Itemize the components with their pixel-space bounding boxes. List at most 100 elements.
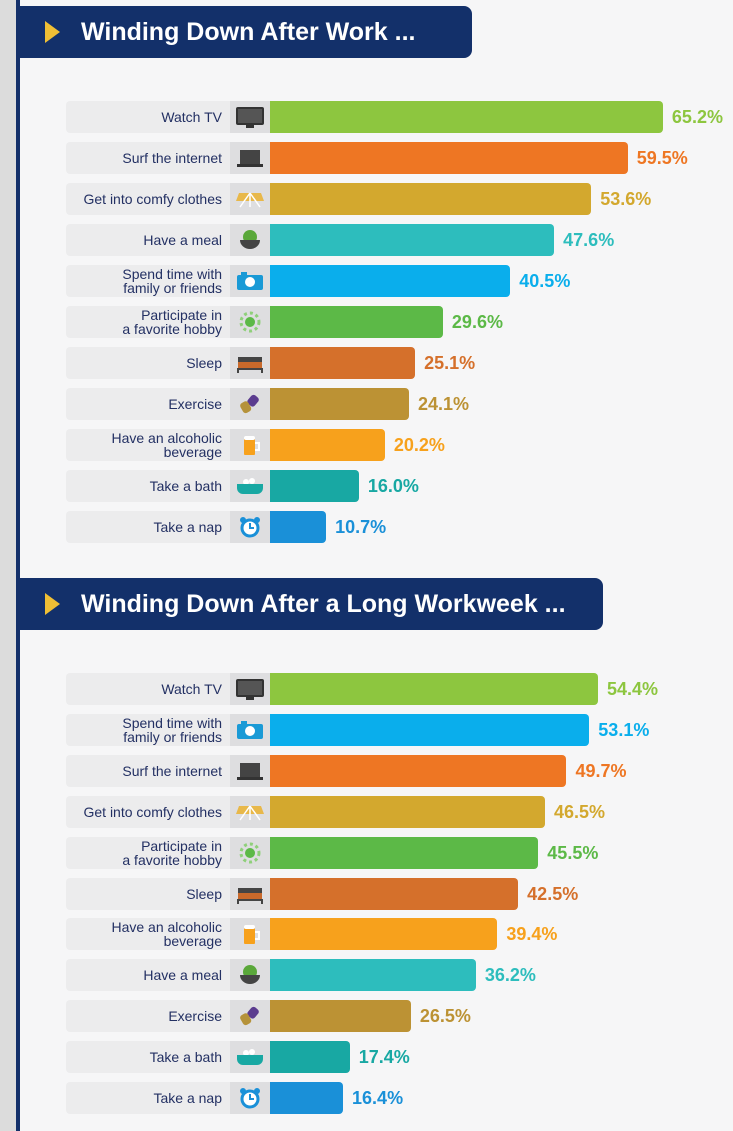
- bathtub-icon: [230, 1041, 270, 1074]
- category-label: Spend time with family or friends: [66, 713, 230, 746]
- laptop-icon: [230, 754, 270, 787]
- value-label: 16.0%: [367, 476, 419, 496]
- category-label-line: beverage: [163, 444, 222, 460]
- bar: [270, 795, 545, 828]
- bar: [270, 265, 511, 297]
- bar-row: Have a meal 36.2%: [66, 959, 726, 992]
- category-label-line: Have an alcoholic: [111, 430, 222, 446]
- bar-row: Have an alcoholic beverage 20.2%: [66, 429, 726, 461]
- category-label: Sleep: [66, 347, 230, 379]
- category-label-line: a favorite hobby: [122, 851, 222, 868]
- bar-row: Surf the internet 59.5%: [66, 142, 726, 174]
- category-label-line: Take a nap: [153, 1090, 223, 1106]
- value-label: 24.1%: [417, 394, 469, 414]
- category-label: Have an alcoholic beverage: [66, 918, 230, 951]
- category-label-line: Take a bath: [149, 478, 222, 494]
- bar: [270, 836, 539, 869]
- beer-icon: [230, 918, 270, 951]
- dumbbell-icon: [230, 1000, 270, 1033]
- bar: [270, 673, 599, 705]
- category-label: Watch TV: [66, 673, 230, 705]
- category-label-line: Take a bath: [149, 1049, 222, 1066]
- bar: [270, 347, 416, 379]
- bar-row: Surf the internet 49.7%: [66, 754, 726, 787]
- value-label: 10.7%: [335, 517, 387, 537]
- bar-row: Watch TV 65.2%: [66, 101, 726, 133]
- category-label: Take a nap: [66, 1082, 230, 1114]
- category-label: Exercise: [66, 388, 230, 420]
- value-label: 26.5%: [419, 1006, 471, 1027]
- bar: [270, 1000, 411, 1033]
- category-label-line: Spend time with: [122, 266, 222, 282]
- clothes-icon: [230, 795, 270, 828]
- bed-icon: [230, 877, 270, 910]
- category-label-line: Spend time with: [122, 714, 222, 731]
- bar-row: Have a meal 47.6%: [66, 224, 726, 256]
- category-label: Watch TV: [66, 101, 230, 133]
- bar: [270, 877, 519, 910]
- bar-row: Exercise 24.1%: [66, 388, 726, 420]
- category-label-line: Take a nap: [153, 519, 223, 535]
- bar-row: Sleep 25.1%: [66, 347, 726, 379]
- category-label-line: Get into comfy clothes: [83, 191, 222, 207]
- category-label-line: Have a meal: [143, 232, 222, 248]
- value-label: 29.6%: [451, 312, 503, 332]
- value-label: 46.5%: [554, 801, 606, 822]
- camera-icon: [230, 713, 270, 746]
- category-label-line: Watch TV: [161, 681, 222, 697]
- value-label: 53.6%: [600, 189, 652, 209]
- bed-icon: [230, 347, 270, 379]
- category-label-line: Surf the internet: [122, 150, 222, 166]
- category-label-line: family or friends: [123, 728, 222, 745]
- category-label-line: Participate in: [141, 837, 222, 854]
- category-label-line: Surf the internet: [122, 762, 222, 779]
- left-margin: [0, 0, 16, 1131]
- bar: [270, 511, 327, 543]
- bar-row: Get into comfy clothes 53.6%: [66, 183, 726, 215]
- bar: [270, 918, 498, 951]
- bar: [270, 754, 567, 787]
- category-label-line: Have a meal: [143, 967, 222, 984]
- bar-row: Spend time with family or friends 53.1%: [66, 713, 726, 746]
- bar: [270, 959, 476, 992]
- bar: [270, 1041, 350, 1074]
- bar: [270, 101, 663, 133]
- category-label-line: Get into comfy clothes: [83, 803, 222, 820]
- category-label: Take a nap: [66, 511, 230, 543]
- alarm-clock-icon: [230, 1082, 270, 1114]
- meal-icon: [230, 959, 270, 992]
- clothes-icon: [230, 183, 270, 215]
- chart-2-header: Winding Down After a Long Workweek ...: [20, 578, 603, 630]
- category-label: Sleep: [66, 877, 230, 910]
- camera-icon: [230, 265, 270, 297]
- bar: [270, 183, 592, 215]
- value-label: 36.2%: [484, 965, 536, 986]
- category-label: Participate in a favorite hobby: [66, 306, 230, 338]
- bar-row: Take a nap 10.7%: [66, 511, 726, 543]
- category-label: Exercise: [66, 1000, 230, 1033]
- value-label: 16.4%: [352, 1088, 404, 1108]
- tv-icon: [230, 101, 270, 133]
- value-label: 49.7%: [575, 760, 627, 781]
- tv-icon: [230, 673, 270, 705]
- bar-row: Get into comfy clothes 46.5%: [66, 795, 726, 828]
- bar-row: Take a bath 17.4%: [66, 1041, 726, 1074]
- bar: [270, 142, 628, 174]
- meal-icon: [230, 224, 270, 256]
- bar: [270, 388, 409, 420]
- laptop-icon: [230, 142, 270, 174]
- category-label: Get into comfy clothes: [66, 183, 230, 215]
- category-label: Take a bath: [66, 1041, 230, 1074]
- bar: [270, 224, 555, 256]
- bar-row: Participate in a favorite hobby 45.5%: [66, 836, 726, 869]
- category-label: Have a meal: [66, 224, 230, 256]
- value-label: 17.4%: [358, 1047, 410, 1068]
- value-label: 39.4%: [506, 924, 558, 945]
- bar: [270, 429, 385, 461]
- category-label-line: Exercise: [168, 396, 222, 412]
- category-label-line: Sleep: [186, 355, 222, 371]
- bar-row: Sleep 42.5%: [66, 877, 726, 910]
- value-label: 20.2%: [393, 435, 445, 455]
- value-label: 25.1%: [424, 353, 476, 373]
- category-label-line: family or friends: [123, 280, 222, 296]
